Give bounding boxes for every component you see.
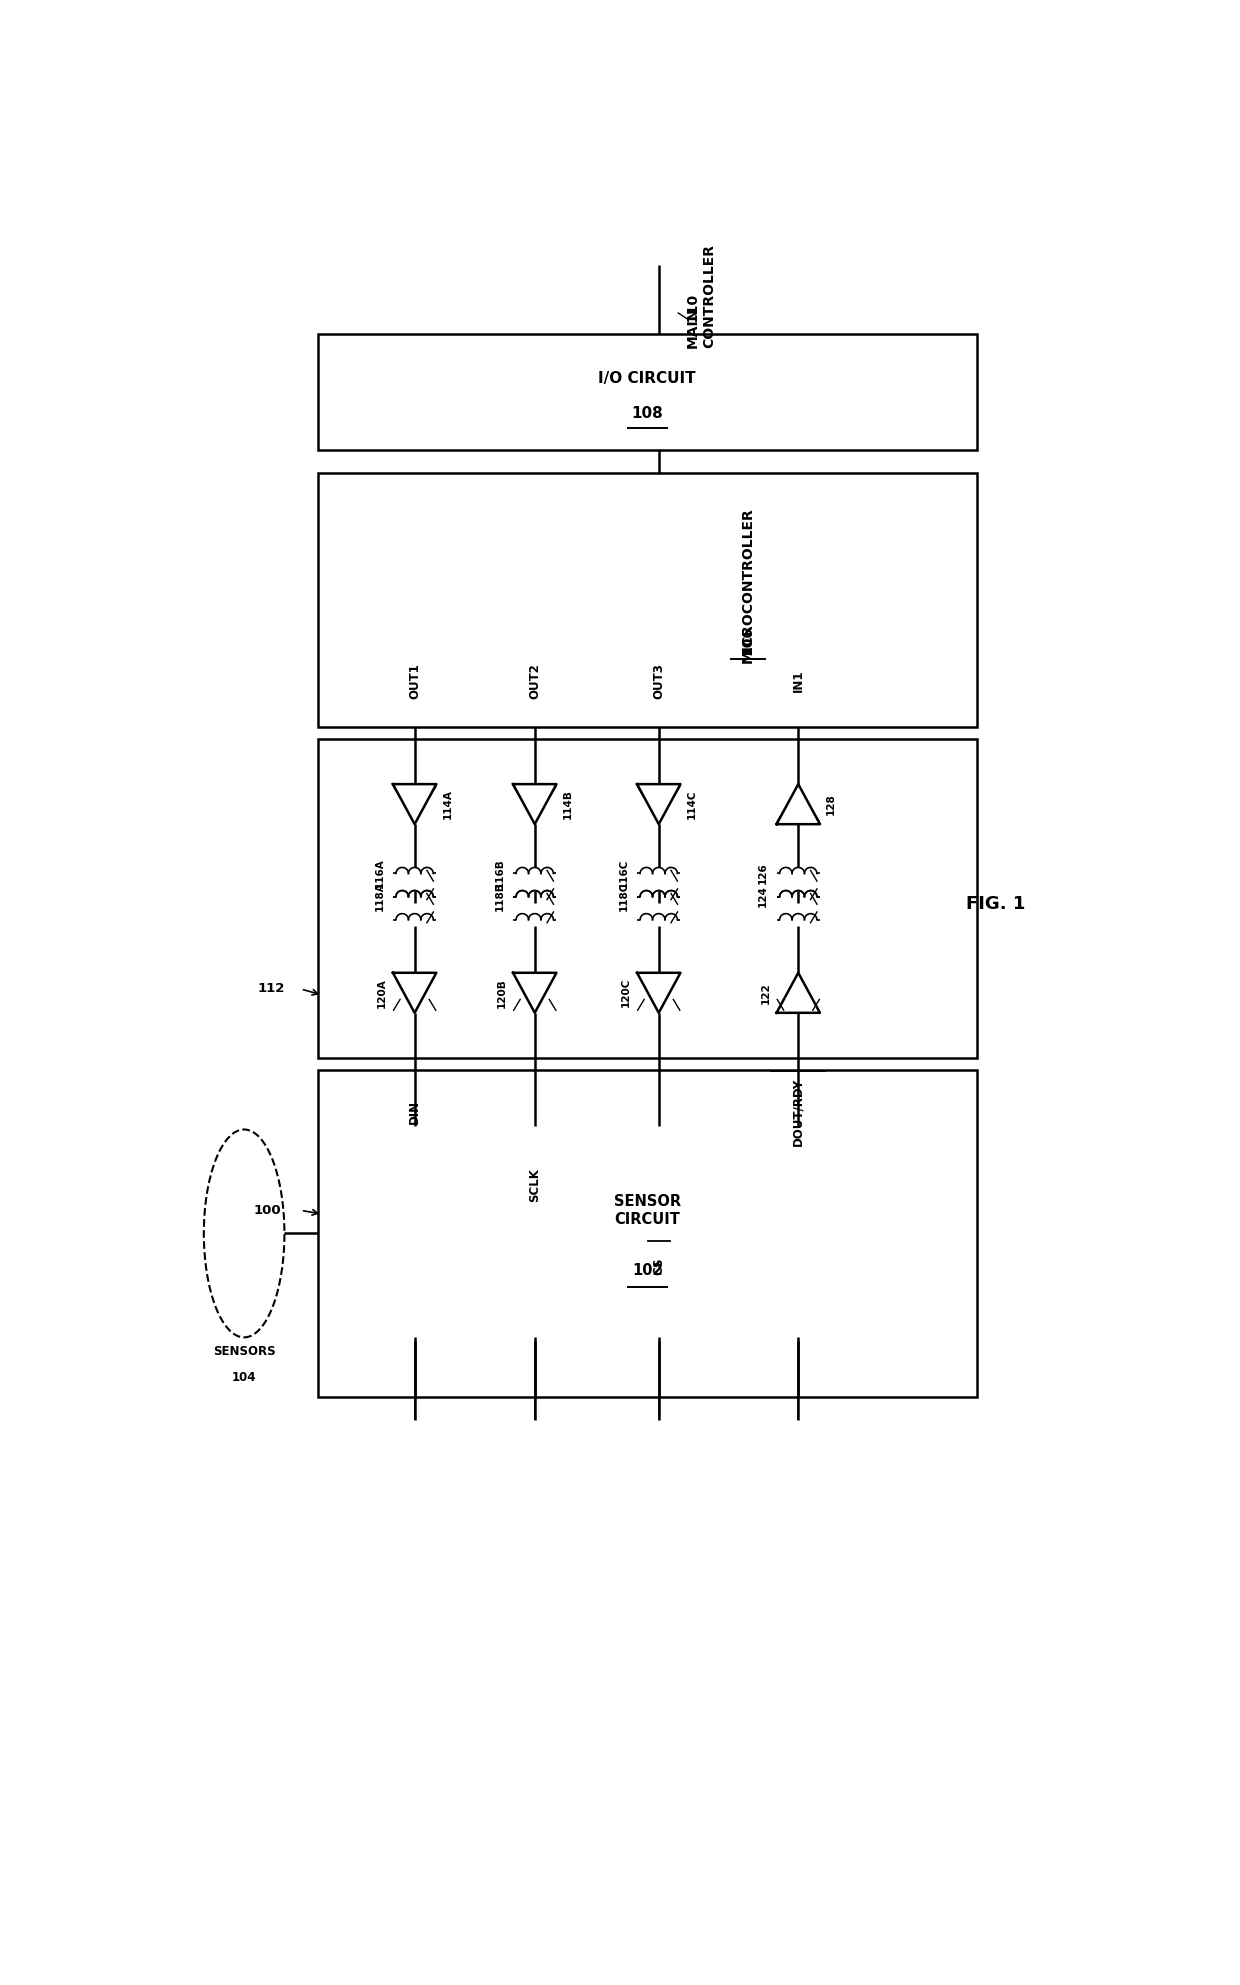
Text: 122: 122 bbox=[760, 983, 770, 1004]
Text: 114B: 114B bbox=[563, 790, 573, 820]
Text: 114C: 114C bbox=[687, 790, 697, 820]
Text: I/O CIRCUIT: I/O CIRCUIT bbox=[599, 371, 696, 385]
Text: 128: 128 bbox=[826, 794, 836, 816]
Text: MICROCONTROLLER: MICROCONTROLLER bbox=[740, 506, 755, 663]
Text: 104: 104 bbox=[232, 1372, 257, 1384]
Text: 112: 112 bbox=[258, 983, 285, 994]
Text: 116A: 116A bbox=[374, 860, 384, 889]
Text: DOUT/RDY: DOUT/RDY bbox=[792, 1078, 805, 1145]
Text: 120A: 120A bbox=[377, 979, 387, 1008]
Text: SENSORS: SENSORS bbox=[213, 1344, 275, 1358]
Text: OUT3: OUT3 bbox=[652, 663, 665, 699]
Text: 110: 110 bbox=[686, 294, 699, 322]
Text: OUT2: OUT2 bbox=[528, 663, 541, 699]
Text: 126: 126 bbox=[758, 863, 768, 885]
Text: SCLK: SCLK bbox=[528, 1169, 541, 1203]
Text: SENSOR
CIRCUIT: SENSOR CIRCUIT bbox=[614, 1195, 681, 1227]
Text: MAIN
CONTROLLER: MAIN CONTROLLER bbox=[686, 244, 715, 347]
FancyBboxPatch shape bbox=[317, 333, 977, 451]
Text: 100: 100 bbox=[253, 1203, 281, 1217]
FancyBboxPatch shape bbox=[317, 738, 977, 1058]
Text: DIN: DIN bbox=[408, 1100, 422, 1124]
Text: FIG. 1: FIG. 1 bbox=[966, 895, 1025, 913]
Text: 120B: 120B bbox=[497, 979, 507, 1008]
Text: 114A: 114A bbox=[443, 790, 453, 820]
Text: 116B: 116B bbox=[495, 860, 505, 889]
Text: 118A: 118A bbox=[374, 881, 384, 911]
Text: 108: 108 bbox=[631, 407, 663, 421]
Text: 118C: 118C bbox=[619, 881, 629, 911]
Text: 106: 106 bbox=[740, 625, 755, 655]
Text: IN1: IN1 bbox=[792, 669, 805, 693]
Text: 118B: 118B bbox=[495, 881, 505, 911]
Text: 102: 102 bbox=[632, 1262, 662, 1278]
Text: CS: CS bbox=[652, 1257, 665, 1274]
Text: 120C: 120C bbox=[621, 979, 631, 1008]
FancyBboxPatch shape bbox=[317, 472, 977, 727]
Text: 124: 124 bbox=[758, 885, 768, 907]
Text: OUT1: OUT1 bbox=[408, 663, 422, 699]
FancyBboxPatch shape bbox=[317, 1070, 977, 1397]
Text: 116C: 116C bbox=[619, 860, 629, 887]
Ellipse shape bbox=[203, 1129, 284, 1338]
